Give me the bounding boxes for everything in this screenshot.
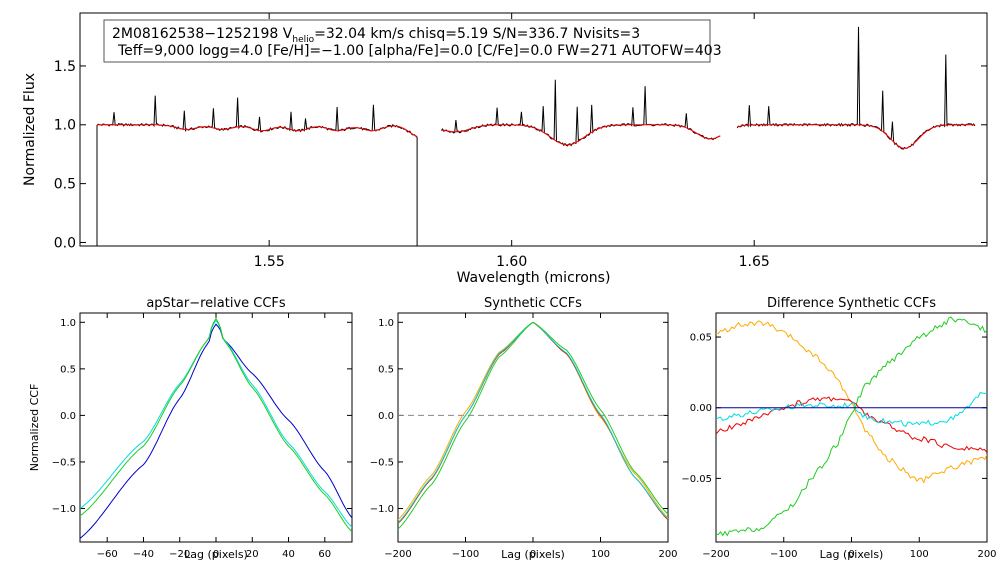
x-tick-label: −40 [133, 549, 154, 560]
spectrum-data-segment [96, 95, 418, 246]
spectrum-data-segment [736, 26, 976, 150]
x-tick-label: −200 [384, 549, 411, 560]
x-tick-label: 1.65 [739, 254, 770, 270]
series-diff-red [716, 396, 987, 453]
y-tick-label: 0.5 [54, 177, 76, 193]
spectrum-panel: 1.55 1.60 1.65 0.0 0.5 1.0 1.5 Wavelength (micr… [22, 12, 988, 286]
series-ccf-green [80, 317, 352, 533]
y-tick-label: 0.00 [690, 403, 712, 414]
info-line-2: Teff=9,000 logg=4.0 [Fe/H]=−1.00 [alpha/… [117, 43, 722, 59]
y-tick-label: −0.05 [681, 474, 712, 485]
x-tick-label: 0 [848, 549, 854, 560]
info-line-1: 2M08162538−1252198 Vhelio=32.04 km/s chi… [112, 26, 640, 45]
x-tick-label: 40 [282, 549, 295, 560]
y-tick-label: −0.5 [52, 457, 76, 468]
x-tick-label: 1.55 [254, 254, 285, 270]
x-tick-label: 60 [318, 549, 331, 560]
info-text-star: 2M08162538−1252198 V [112, 26, 293, 42]
x-tick-label: 20 [246, 549, 259, 560]
y-tick-label: 0.0 [60, 411, 76, 422]
x-tick-label: −100 [452, 549, 479, 560]
plot-frame [79, 12, 988, 247]
y-tick-label: −1.0 [52, 504, 76, 515]
x-axis-label: Lag (pixels) [184, 548, 248, 561]
x-axis-label: Lag (pixels) [820, 548, 884, 561]
panel-title: Difference Synthetic CCFs [767, 296, 936, 311]
info-text-vhelio-sub: helio [292, 35, 314, 45]
series-syn-orange [398, 321, 668, 521]
y-tick-label: 1.0 [60, 318, 76, 329]
y-tick-label: 0.0 [54, 235, 76, 251]
y-tick-label: 0.05 [690, 333, 712, 344]
x-tick-label: 100 [910, 549, 929, 560]
x-tick-label: 200 [977, 549, 996, 560]
info-box [103, 19, 711, 63]
x-tick-label: 100 [591, 549, 610, 560]
y-tick-label: −0.5 [370, 457, 394, 468]
series-syn-green [398, 321, 668, 530]
y-axis-label: Normalized Flux [22, 73, 38, 186]
y-tick-label: 1.5 [54, 59, 76, 75]
apstar-ccf-panel: −60 −40 −20 0 20 40 60 −1.0 −0.5 0.0 0.5 1.0 Lag (pi… [28, 296, 353, 561]
difference-ccf-panel: −200 −100 0 100 200 −0.05 0.00 0.05 Lag (pixels)… [681, 296, 996, 561]
x-tick-label: 0 [213, 549, 219, 560]
x-tick-label: −20 [169, 549, 190, 560]
spectrum-data-segment [440, 79, 721, 147]
y-tick-label: 0.0 [378, 411, 394, 422]
plot-frame [715, 312, 988, 543]
y-tick-label: 0.5 [60, 364, 76, 375]
y-tick-label: 1.0 [54, 118, 76, 134]
synthetic-ccf-panel: −200 −100 0 100 200 −1.0 −0.5 0.0 0.5 1.0 Lag (pix… [370, 296, 678, 561]
spectrum-model-segment [97, 124, 418, 137]
x-tick-label: 0 [530, 549, 536, 560]
spectrum-model-segment [737, 124, 975, 149]
x-axis-label: Lag (pixels) [501, 548, 565, 561]
x-tick-label: 1.60 [496, 254, 527, 270]
y-tick-label: 1.0 [378, 318, 394, 329]
plot-frame [79, 312, 353, 543]
x-tick-label: −60 [97, 549, 118, 560]
series-diff-cyan [716, 392, 987, 427]
series-syn-red [398, 321, 668, 524]
y-axis-label: Normalized CCF [28, 384, 41, 472]
series-ccf-cyan [80, 319, 352, 528]
x-tick-label: 200 [658, 549, 677, 560]
panel-title: Synthetic CCFs [484, 296, 582, 311]
series-syn-cyan [398, 321, 668, 523]
x-tick-label: −100 [770, 549, 797, 560]
x-axis-label: Wavelength (microns) [457, 270, 611, 286]
series-diff-green [716, 316, 987, 537]
plot-frame [397, 312, 669, 543]
y-tick-label: 0.5 [378, 364, 394, 375]
spectrum-model-segment [441, 124, 721, 146]
panel-title: apStar−relative CCFs [146, 296, 286, 311]
series-ccf-blue [80, 323, 352, 539]
y-tick-label: −1.0 [370, 504, 394, 515]
info-text-params: =32.04 km/s chisq=5.19 S/N=336.7 Nvisits… [314, 26, 640, 42]
x-tick-label: −200 [702, 549, 729, 560]
